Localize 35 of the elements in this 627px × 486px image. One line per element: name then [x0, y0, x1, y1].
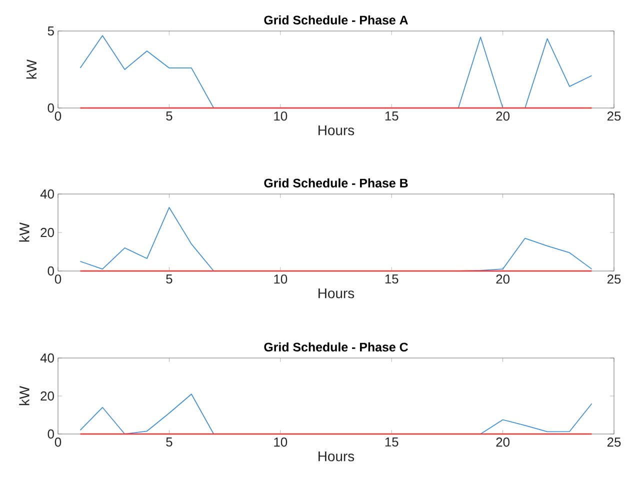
- y-tick-label: 20: [40, 228, 54, 238]
- x-tick-label: 0: [54, 112, 62, 121]
- y-tick-label: 0: [48, 103, 54, 113]
- x-tick-label: 15: [385, 274, 398, 284]
- x-tick-label: 15: [385, 112, 398, 121]
- x-tick-label: 0: [54, 274, 62, 284]
- x-axis-title: Hours: [318, 126, 354, 136]
- y-tick-label: 5: [48, 26, 54, 36]
- x-tick-label: 10: [274, 112, 288, 121]
- x-tick-label: 25: [607, 274, 621, 284]
- x-tick-label: 5: [166, 274, 172, 284]
- y-tick-label: 0: [48, 266, 54, 276]
- y-tick-label: 20: [40, 391, 54, 401]
- y-tick-label: 40: [40, 353, 54, 363]
- x-tick-label: 5: [166, 112, 172, 121]
- x-tick-label: 10: [274, 274, 288, 284]
- y-tick-label: 0: [48, 429, 54, 439]
- chart-title: Grid Schedule - Phase C: [264, 342, 408, 352]
- x-tick-label: 5: [166, 438, 172, 447]
- x-tick-label: 20: [496, 112, 510, 121]
- y-axis-title: kW: [19, 386, 30, 406]
- chart-title: Grid Schedule - Phase A: [264, 15, 408, 25]
- x-tick-label: 10: [274, 438, 288, 447]
- x-tick-label: 20: [496, 438, 510, 447]
- x-axis-title: Hours: [318, 452, 354, 462]
- y-axis-title: kW: [19, 222, 30, 242]
- x-tick-label: 15: [385, 438, 398, 447]
- x-axis-title: Hours: [318, 288, 354, 298]
- x-tick-label: 25: [607, 112, 621, 121]
- x-tick-label: 20: [496, 274, 510, 284]
- x-tick-label: 25: [607, 438, 621, 447]
- x-tick-label: 0: [54, 438, 62, 447]
- y-axis-title: kW: [26, 59, 36, 79]
- y-tick-label: 40: [40, 189, 54, 199]
- chart-title: Grid Schedule - Phase B: [264, 178, 408, 188]
